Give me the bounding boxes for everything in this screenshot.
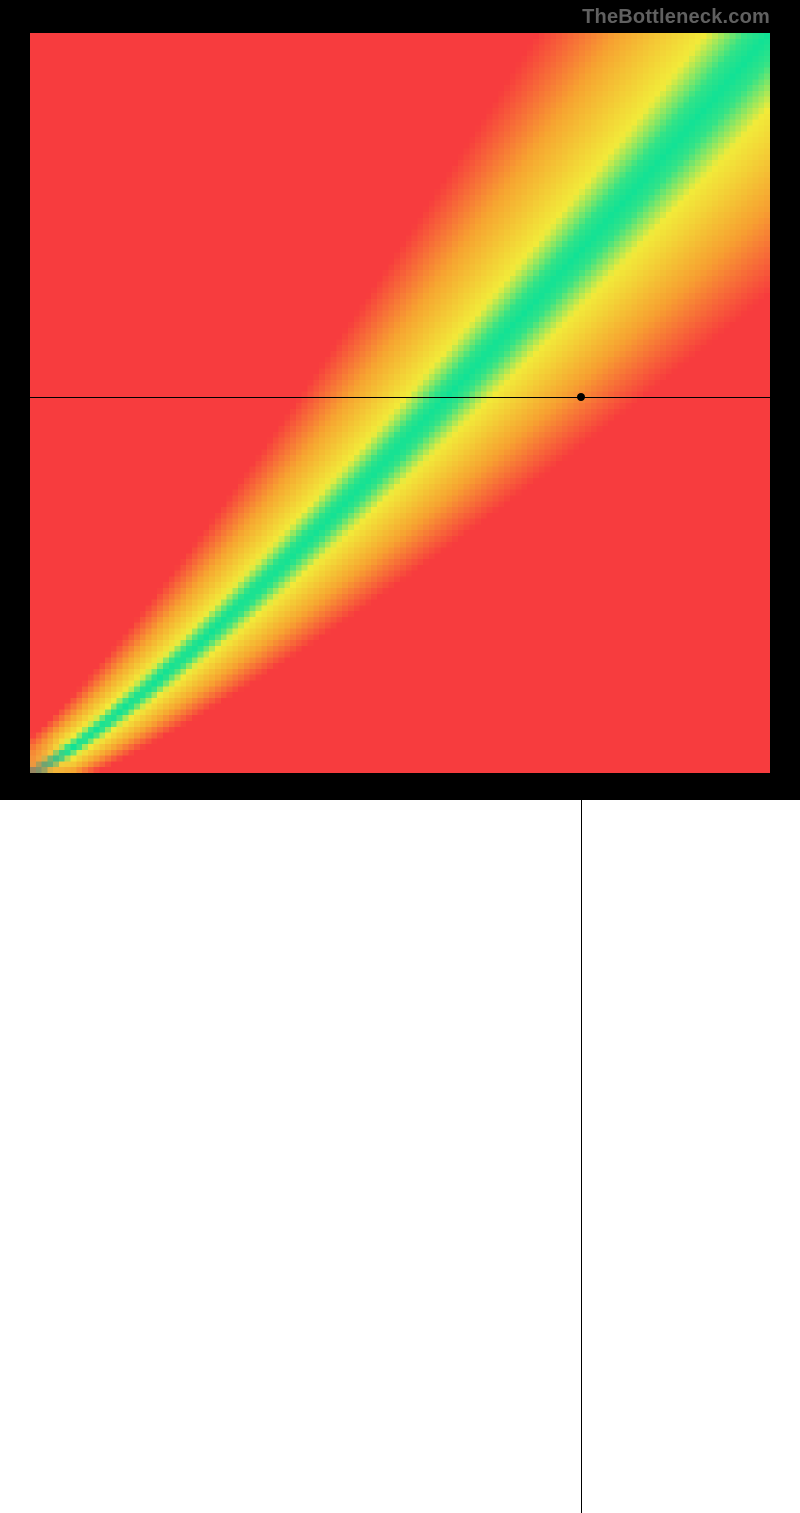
heatmap-plot	[30, 33, 770, 773]
crosshair-horizontal	[30, 397, 770, 398]
crosshair-vertical	[581, 773, 582, 1513]
chart-container: TheBottleneck.com	[0, 0, 800, 800]
attribution-label: TheBottleneck.com	[582, 6, 770, 29]
heatmap-canvas	[30, 33, 770, 773]
